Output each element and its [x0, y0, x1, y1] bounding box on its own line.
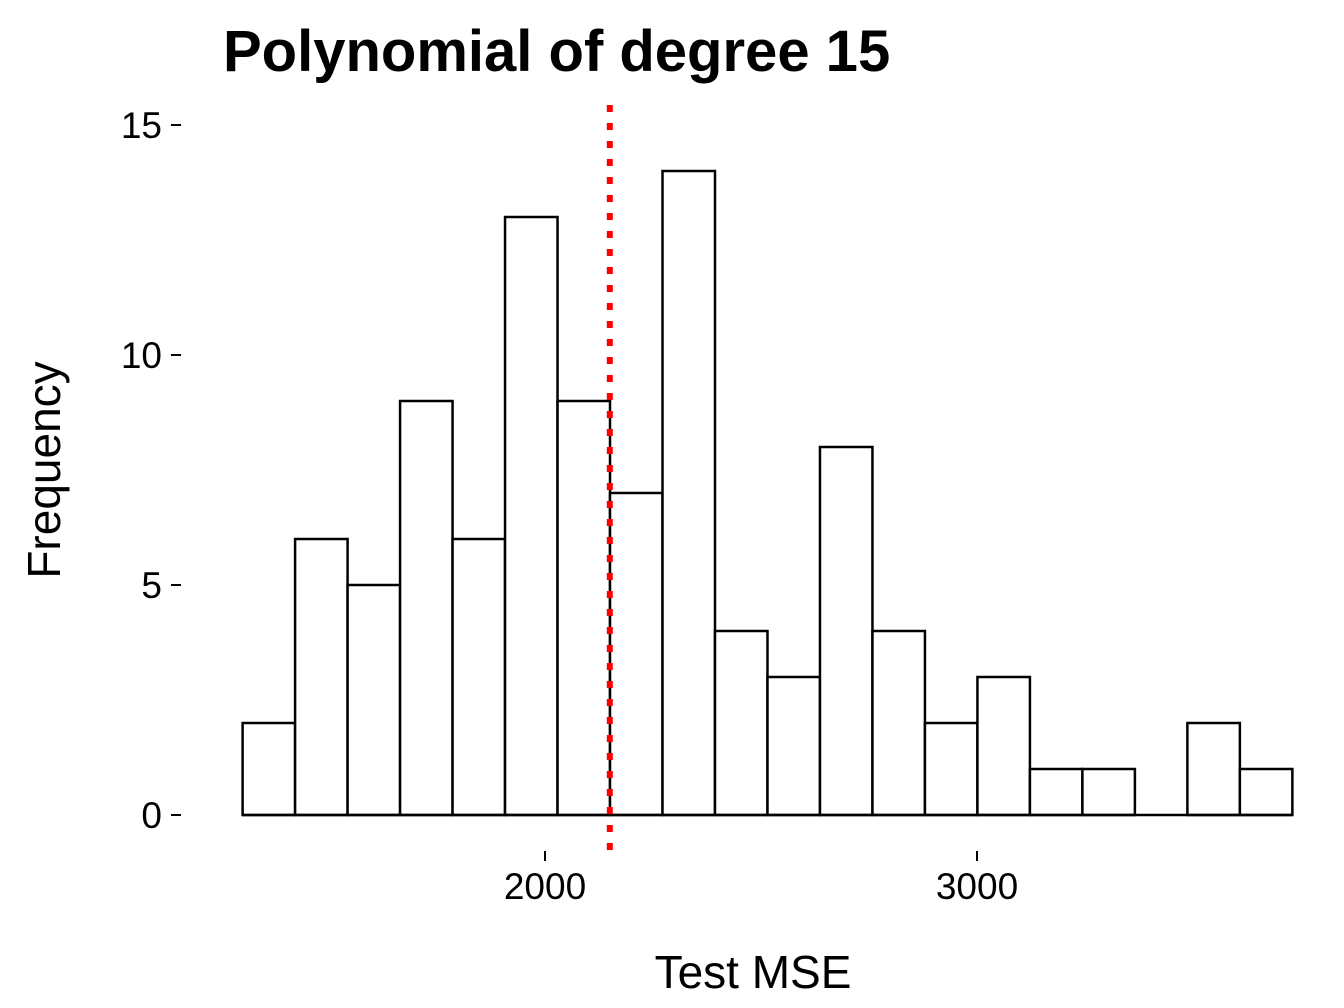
histogram-bar-6 — [503, 215, 559, 817]
x-axis: 2000 3000 — [504, 851, 1018, 907]
histogram-bar-5 — [451, 537, 507, 817]
histogram-bar-10 — [713, 629, 769, 817]
histogram-bar-20 — [1238, 767, 1294, 817]
histogram-bar-3 — [346, 583, 402, 817]
histogram-bar-2 — [293, 537, 349, 817]
histogram-bar-7 — [556, 399, 612, 817]
histogram-bars — [241, 169, 1294, 817]
histogram-bar-8 — [608, 491, 664, 817]
x-tick-label-3000: 3000 — [936, 866, 1018, 907]
x-axis-label: Test MSE — [655, 946, 852, 998]
y-tick-label-15: 15 — [121, 105, 162, 146]
histogram-bar-11 — [766, 675, 822, 817]
histogram-bar-14 — [923, 721, 979, 817]
y-tick-label-0: 0 — [141, 795, 162, 836]
histogram-bar-13 — [871, 629, 927, 817]
x-tick-label-2000: 2000 — [504, 866, 586, 907]
histogram-bar-9 — [661, 169, 717, 817]
histogram-bar-16 — [1028, 767, 1084, 817]
histogram-bar-19 — [1186, 721, 1242, 817]
y-tick-label-5: 5 — [141, 565, 162, 606]
histogram-bar-12 — [818, 445, 874, 817]
chart-title: Polynomial of degree 15 — [223, 19, 890, 84]
histogram-bar-17 — [1081, 767, 1137, 817]
histogram-bar-15 — [976, 675, 1032, 817]
histogram-bar-1 — [241, 721, 297, 817]
histogram-bar-4 — [398, 399, 454, 817]
y-tick-label-10: 10 — [121, 335, 162, 376]
y-axis-label: Frequency — [18, 361, 70, 578]
y-axis: 0 5 10 15 — [121, 105, 181, 836]
